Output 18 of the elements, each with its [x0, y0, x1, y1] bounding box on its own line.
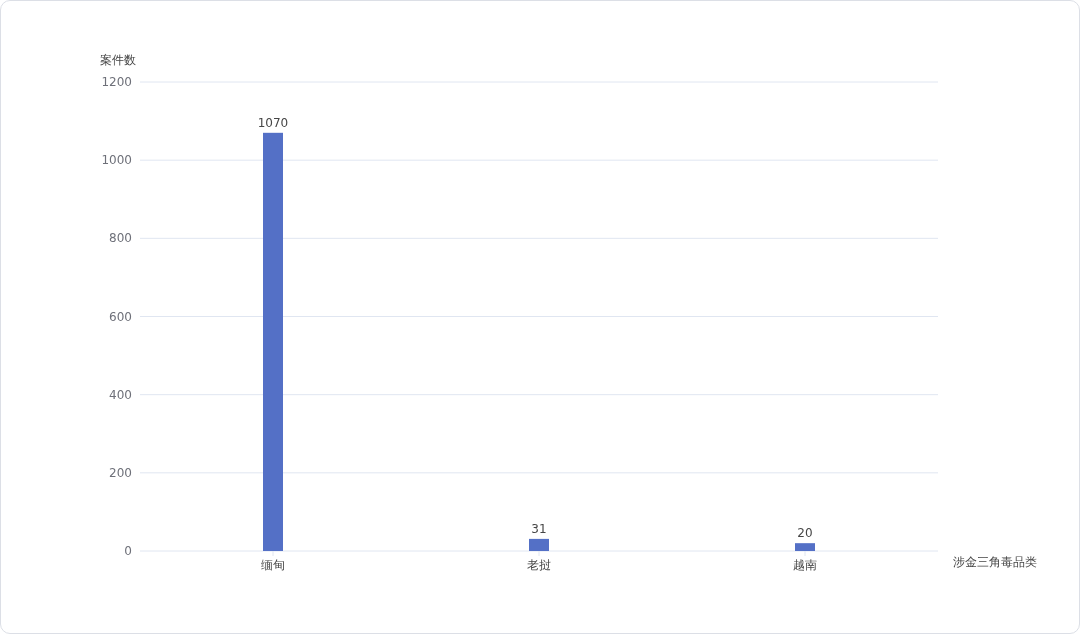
bar — [529, 538, 549, 551]
data-label: 1070 — [257, 115, 289, 130]
bar — [795, 543, 815, 551]
x-axis-title: 涉金三角毒品类 — [953, 555, 1037, 569]
bar — [263, 132, 283, 551]
data-label: 31 — [531, 521, 547, 536]
x-tick-label: 老挝 — [527, 558, 551, 572]
y-tick-label: 800 — [109, 231, 132, 246]
y-tick-label: 1200 — [101, 75, 132, 89]
x-tick-label: 缅甸 — [261, 558, 285, 572]
y-axis-title: 案件数 — [100, 53, 136, 67]
data-label: 20 — [797, 526, 813, 541]
y-tick-label: 600 — [109, 309, 132, 324]
y-tick-label: 0 — [124, 544, 132, 558]
y-tick-label: 200 — [109, 465, 132, 480]
y-tick-label: 400 — [109, 387, 132, 402]
y-tick-label: 1000 — [101, 153, 132, 168]
x-tick-label: 越南 — [793, 558, 817, 572]
